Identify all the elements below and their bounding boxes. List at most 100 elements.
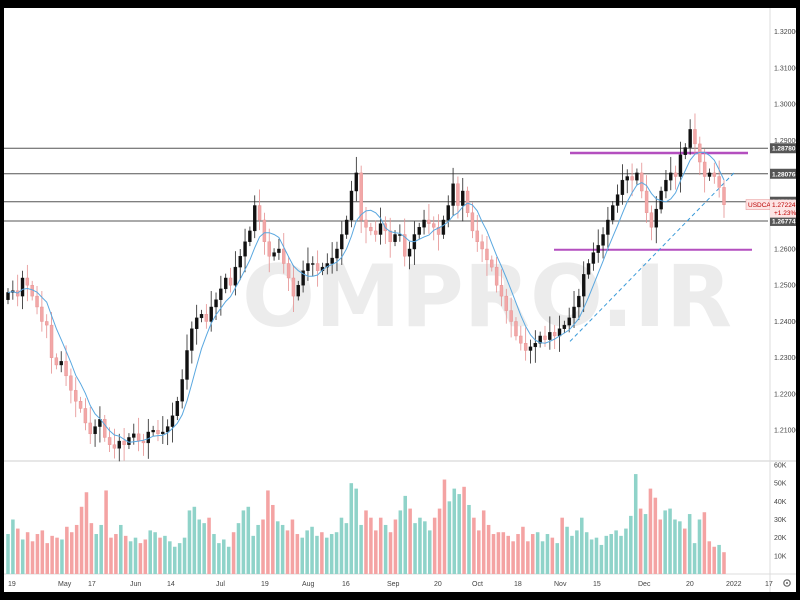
volume-bar: [202, 523, 206, 574]
candle-body: [267, 241, 271, 257]
volume-bar: [60, 539, 64, 574]
candle-body: [393, 234, 397, 242]
volume-bar: [629, 515, 633, 574]
chart-panel[interactable]: OMPRO.IR 1.320001.310001.300001.290001.2…: [4, 8, 799, 592]
settings-gear-icon[interactable]: [783, 579, 791, 587]
volume-bar: [30, 541, 35, 574]
candle-body: [301, 270, 305, 286]
candle-body: [451, 183, 455, 206]
volume-bar: [722, 552, 726, 574]
candle-body: [388, 230, 392, 242]
candle-body: [548, 332, 552, 340]
symbol-tag-text: USDCAD: [748, 202, 776, 209]
volume-bar: [339, 517, 344, 574]
candle-body: [340, 234, 344, 250]
volume-bar: [315, 535, 319, 574]
volume-bar: [481, 510, 486, 574]
moving-average-line: [7, 151, 725, 443]
candle-body: [707, 172, 712, 177]
candle-body: [204, 314, 209, 322]
volume-bar: [526, 541, 530, 574]
candle-body: [446, 205, 450, 221]
time-tick-label: 16: [342, 581, 350, 588]
candle-body: [364, 219, 368, 228]
candle-body: [373, 230, 378, 235]
candle-body: [78, 401, 83, 409]
volume-bar: [45, 543, 49, 574]
candle-body: [620, 179, 625, 195]
candle-body: [664, 179, 668, 192]
level-price-tag-text: 1.28780: [772, 146, 796, 153]
volume-bar: [565, 526, 569, 574]
volume-bar: [496, 532, 501, 574]
volume-bar: [143, 539, 148, 574]
volume-bar: [74, 524, 79, 574]
volume-bar: [40, 530, 45, 574]
volume-bar: [251, 535, 255, 574]
volume-bar: [79, 506, 84, 574]
volume-bar: [197, 519, 202, 574]
candle-body: [494, 266, 499, 286]
volume-bar: [678, 521, 682, 574]
time-tick-label: 15: [593, 581, 601, 588]
candle-body: [577, 295, 581, 308]
candle-body: [441, 219, 446, 235]
candle-body: [219, 288, 223, 300]
volume-bar: [712, 546, 716, 574]
candle-body: [335, 248, 339, 259]
candle-body: [490, 259, 494, 268]
candle-body: [427, 219, 431, 224]
volume-bar: [467, 504, 471, 574]
volume-bar: [168, 541, 172, 574]
candle-body: [306, 263, 310, 271]
volume-bar: [423, 521, 427, 574]
candles-layer: [6, 113, 726, 462]
volume-bar: [560, 517, 564, 574]
volume-bar: [403, 495, 407, 574]
volume-bar: [614, 530, 618, 574]
volume-bar: [648, 488, 653, 574]
price-tick-label: 1.21000: [774, 428, 796, 435]
volume-bar: [535, 532, 540, 574]
candle-body: [224, 277, 228, 290]
candle-body: [582, 274, 586, 297]
time-tick-label: 19: [8, 581, 16, 588]
candle-body: [214, 299, 218, 308]
candle-body: [509, 310, 513, 322]
candle-body: [190, 328, 194, 351]
candle-body: [74, 390, 78, 402]
candle-body: [596, 245, 600, 253]
volume-bar: [486, 524, 491, 574]
candle-body: [151, 429, 155, 433]
candle-body: [127, 437, 131, 445]
time-tick-label: Nov: [554, 581, 567, 588]
candle-body: [567, 317, 571, 326]
volume-tick-label: 60K: [774, 463, 787, 470]
volume-bar: [540, 541, 545, 574]
volume-bar: [148, 530, 152, 574]
usdcad-chart[interactable]: OMPRO.IR 1.320001.310001.300001.290001.2…: [4, 8, 799, 592]
volume-bar: [325, 537, 329, 574]
candle-body: [296, 285, 300, 297]
volume-bar: [172, 546, 177, 574]
volume-bar: [432, 517, 437, 574]
candle-body: [461, 190, 465, 206]
candle-body: [6, 292, 10, 300]
volume-bar: [427, 530, 432, 574]
volume-bar: [491, 534, 496, 574]
candle-body: [175, 401, 180, 416]
candle-body: [64, 361, 68, 377]
volume-bar: [241, 510, 246, 574]
candle-body: [514, 321, 518, 337]
volume-bar: [683, 528, 687, 574]
volume-bar: [20, 539, 25, 574]
candle-body: [630, 176, 634, 181]
candle-body: [20, 277, 25, 297]
candle-body: [369, 227, 373, 232]
volume-bar: [687, 514, 692, 574]
time-tick-label: Jul: [216, 581, 225, 588]
price-tick-label: 1.32000: [774, 29, 796, 36]
candle-body: [248, 230, 252, 242]
level-price-tag: [770, 143, 796, 154]
candle-body: [625, 176, 629, 181]
